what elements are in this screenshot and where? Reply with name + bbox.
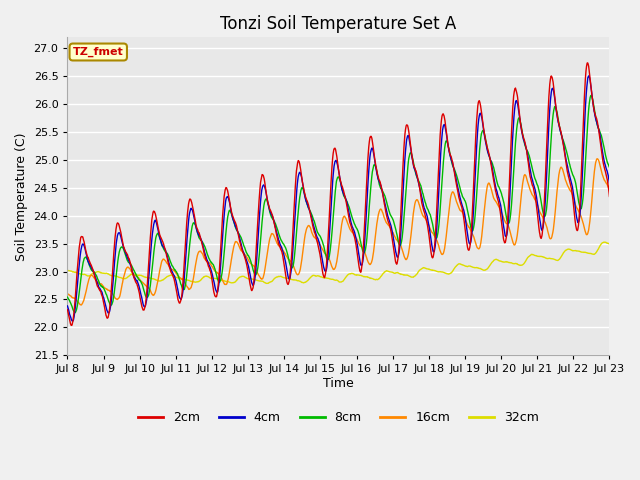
Text: TZ_fmet: TZ_fmet <box>73 47 124 57</box>
X-axis label: Time: Time <box>323 377 354 390</box>
Legend: 2cm, 4cm, 8cm, 16cm, 32cm: 2cm, 4cm, 8cm, 16cm, 32cm <box>133 406 544 429</box>
Y-axis label: Soil Temperature (C): Soil Temperature (C) <box>15 132 28 261</box>
Title: Tonzi Soil Temperature Set A: Tonzi Soil Temperature Set A <box>220 15 456 33</box>
